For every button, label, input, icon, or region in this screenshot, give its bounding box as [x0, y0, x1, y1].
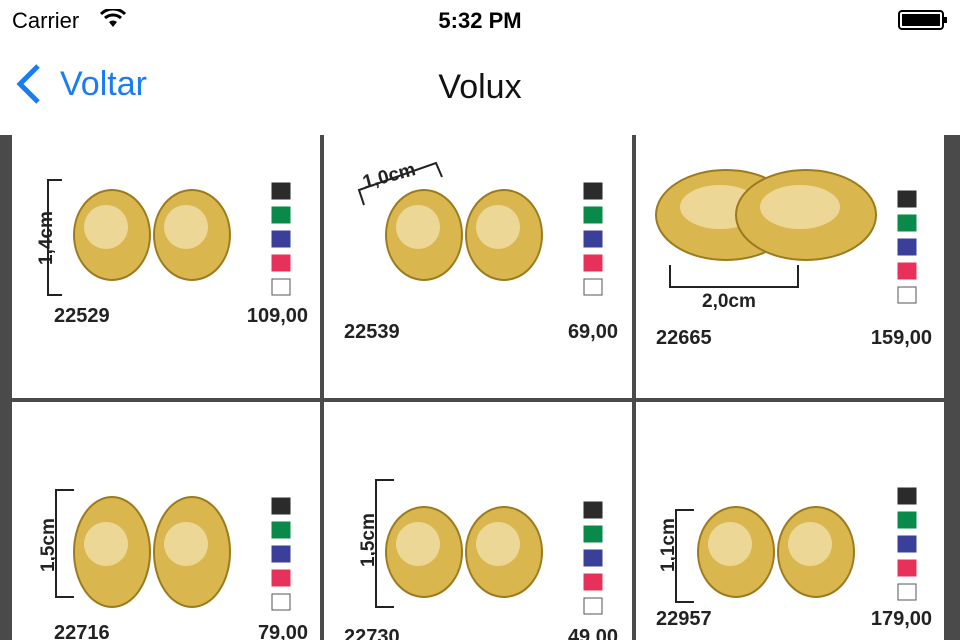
color-swatch: [271, 569, 291, 587]
product-image: [47, 179, 291, 296]
color-swatch: [271, 230, 291, 248]
dimension-bracket: [55, 489, 74, 598]
product-price: 49,00: [567, 626, 618, 640]
color-swatch: [897, 238, 917, 256]
color-swatch: [271, 278, 291, 296]
color-swatch: [897, 487, 917, 505]
color-swatch: [271, 182, 291, 200]
jewelry: [385, 189, 543, 281]
product-code: 22957: [656, 608, 712, 630]
size-label: 2,0cm: [702, 291, 756, 312]
jewel-highlight: [708, 522, 752, 566]
product-card[interactable]: 1,5cm 22716 79,00: [12, 402, 320, 640]
product-card[interactable]: 2,0cm 22665 159,00: [636, 135, 944, 398]
color-swatch: [271, 545, 291, 563]
dimension-bracket: [47, 179, 62, 296]
color-swatch: [271, 497, 291, 515]
product-image: [357, 161, 603, 296]
dimension-bracket: [675, 509, 694, 603]
wifi-icon: [100, 9, 126, 27]
size-label: 1,4cm: [36, 211, 57, 265]
product-price: 159,00: [870, 327, 932, 349]
color-swatch: [897, 286, 917, 304]
color-swatch: [897, 535, 917, 553]
product-price: 79,00: [257, 622, 308, 640]
product-image: [675, 487, 917, 603]
color-swatch: [271, 521, 291, 539]
jewelry: [73, 496, 231, 608]
color-swatch: [583, 254, 603, 272]
color-swatch: [897, 511, 917, 529]
product-code: 22730: [344, 626, 400, 640]
color-swatch: [897, 262, 917, 280]
color-swatch: [897, 214, 917, 232]
jewelry: [697, 506, 855, 598]
dimension-bracket: [669, 265, 799, 288]
color-swatch: [583, 573, 603, 591]
product-card[interactable]: 1,5cm 22730 49,00: [324, 402, 632, 640]
size-label: 1,5cm: [38, 518, 59, 572]
product-code: 22665: [656, 327, 712, 349]
product-card[interactable]: 1,4cm 22529 109,00: [12, 135, 320, 398]
color-swatch: [583, 525, 603, 543]
color-swatch: [271, 254, 291, 272]
product-code: 22716: [54, 622, 110, 640]
navigation-bar: Voltar Volux: [0, 40, 960, 135]
color-swatch: [897, 190, 917, 208]
product-price: 179,00: [870, 608, 932, 630]
jewel-highlight: [476, 522, 520, 566]
jewel-highlight: [84, 205, 128, 249]
jewel-highlight: [788, 522, 832, 566]
product-image: [375, 479, 603, 615]
product-grid: 1,4cm 22529 109,00 1,0cm 22539 69,00 2,0cm 2266…: [0, 135, 960, 640]
product-price: 69,00: [567, 321, 618, 343]
product-code: 22539: [344, 321, 400, 343]
color-swatch: [897, 583, 917, 601]
jewel-highlight: [396, 205, 440, 249]
product-card[interactable]: 1,1cm 22957 179,00: [636, 402, 944, 640]
color-swatch: [271, 593, 291, 611]
size-label: 1,5cm: [358, 513, 379, 567]
nav-title: Volux: [438, 68, 522, 106]
jewel-highlight: [476, 205, 520, 249]
carrier: Carrier: [12, 8, 80, 33]
clock: 5:32 PM: [438, 8, 522, 33]
color-swatch: [583, 278, 603, 296]
back-label: Voltar: [60, 64, 147, 103]
product-price: 109,00: [246, 305, 308, 327]
back-button[interactable]: Voltar: [14, 62, 147, 106]
jewel-highlight: [396, 522, 440, 566]
jewel-highlight: [84, 522, 128, 566]
color-swatch: [583, 206, 603, 224]
color-swatch: [897, 559, 917, 577]
color-swatch: [583, 597, 603, 615]
product-image: [655, 169, 917, 304]
product-code: 22529: [54, 305, 110, 327]
jewelry: [385, 506, 543, 598]
dimension-bracket: [375, 479, 394, 608]
jewel-highlight: [164, 522, 208, 566]
dimension-bracket: [357, 161, 443, 206]
back-chevron: [16, 64, 40, 104]
size-label: 1,1cm: [658, 518, 679, 572]
color-swatch: [583, 501, 603, 519]
product-card[interactable]: 1,0cm 22539 69,00: [324, 135, 632, 398]
jewel-highlight: [760, 185, 840, 229]
product-image: [55, 489, 291, 611]
status-bar: Carrier 5:32 PM: [0, 0, 960, 40]
jewelry: [73, 189, 231, 281]
color-swatch: [583, 182, 603, 200]
color-swatch: [583, 549, 603, 567]
jewelry: [655, 169, 877, 261]
jewel-highlight: [164, 205, 208, 249]
color-swatch: [271, 206, 291, 224]
color-swatch: [583, 230, 603, 248]
battery-icon: [898, 10, 947, 30]
